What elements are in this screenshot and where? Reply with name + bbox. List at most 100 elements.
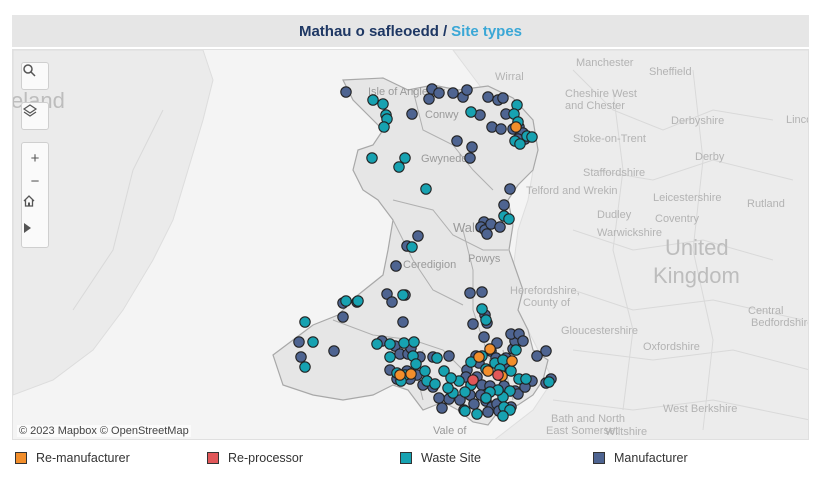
site-marker-waste-site[interactable] (408, 336, 420, 348)
site-marker-waste-site[interactable] (514, 138, 526, 150)
site-marker-waste-site[interactable] (419, 365, 431, 377)
site-marker-manufacturer[interactable] (464, 287, 476, 299)
expand-button[interactable] (22, 222, 48, 244)
map-canvas[interactable]: eland Wirral Manchester Sheffield Cheshi… (13, 50, 809, 440)
site-marker-manufacturer[interactable] (423, 93, 435, 105)
site-marker-waste-site[interactable] (299, 316, 311, 328)
legend-item-reprocessor[interactable]: Re-processor (207, 451, 303, 465)
legend-item-remanufacturer[interactable]: Re-manufacturer (15, 451, 130, 465)
site-marker-manufacturer[interactable] (498, 199, 510, 211)
site-marker-waste-site[interactable] (471, 408, 483, 420)
site-marker-manufacturer[interactable] (482, 91, 494, 103)
site-marker-remanufacturer[interactable] (506, 355, 518, 367)
site-marker-waste-site[interactable] (371, 338, 383, 350)
site-marker-manufacturer[interactable] (464, 152, 476, 164)
site-marker-remanufacturer[interactable] (394, 369, 406, 381)
site-marker-waste-site[interactable] (410, 358, 422, 370)
site-marker-manufacturer[interactable] (468, 398, 480, 410)
site-marker-waste-site[interactable] (367, 94, 379, 106)
site-marker-waste-site[interactable] (543, 376, 555, 388)
site-marker-waste-site[interactable] (397, 289, 409, 301)
site-marker-manufacturer[interactable] (328, 345, 340, 357)
site-marker-manufacturer[interactable] (337, 311, 349, 323)
site-marker-waste-site[interactable] (406, 241, 418, 253)
site-marker-manufacturer[interactable] (517, 335, 529, 347)
site-marker-manufacturer[interactable] (406, 108, 418, 120)
site-marker-manufacturer[interactable] (495, 123, 507, 135)
site-marker-reprocessor[interactable] (492, 369, 504, 381)
site-marker-manufacturer[interactable] (497, 92, 509, 104)
legend-swatch (400, 452, 412, 464)
site-marker-manufacturer[interactable] (467, 318, 479, 330)
site-marker-manufacturer[interactable] (540, 345, 552, 357)
site-marker-manufacturer[interactable] (386, 296, 398, 308)
site-markers[interactable] (293, 83, 557, 422)
site-marker-remanufacturer[interactable] (482, 365, 494, 377)
site-marker-waste-site[interactable] (393, 161, 405, 173)
site-marker-manufacturer[interactable] (451, 135, 463, 147)
site-marker-remanufacturer[interactable] (484, 343, 496, 355)
site-marker-manufacturer[interactable] (390, 260, 402, 272)
site-marker-manufacturer[interactable] (494, 221, 506, 233)
site-marker-manufacturer[interactable] (504, 183, 516, 195)
site-marker-waste-site[interactable] (526, 131, 538, 143)
site-marker-remanufacturer[interactable] (473, 351, 485, 363)
site-marker-waste-site[interactable] (445, 372, 457, 384)
legend-item-waste-site[interactable]: Waste Site (400, 451, 481, 465)
site-marker-waste-site[interactable] (299, 361, 311, 373)
site-marker-manufacturer[interactable] (293, 336, 305, 348)
site-marker-waste-site[interactable] (340, 295, 352, 307)
site-marker-waste-site[interactable] (520, 373, 532, 385)
site-marker-waste-site[interactable] (377, 98, 389, 110)
site-marker-waste-site[interactable] (480, 392, 492, 404)
site-marker-waste-site[interactable] (366, 152, 378, 164)
site-marker-remanufacturer[interactable] (405, 368, 417, 380)
legend-item-manufacturer[interactable]: Manufacturer (593, 451, 688, 465)
site-marker-waste-site[interactable] (459, 386, 471, 398)
site-marker-manufacturer[interactable] (478, 331, 490, 343)
site-marker-manufacturer[interactable] (295, 351, 307, 363)
zoom-in-button[interactable]: + (30, 149, 40, 167)
home-button[interactable] (22, 194, 48, 216)
site-marker-waste-site[interactable] (399, 152, 411, 164)
site-marker-waste-site[interactable] (497, 410, 509, 422)
site-marker-waste-site[interactable] (384, 338, 396, 350)
map-attribution[interactable]: © 2023 Mapbox © OpenStreetMap (17, 425, 191, 437)
site-marker-waste-site[interactable] (378, 121, 390, 133)
site-marker-waste-site[interactable] (476, 303, 488, 315)
site-marker-manufacturer[interactable] (482, 406, 494, 418)
site-marker-manufacturer[interactable] (461, 84, 473, 96)
site-marker-waste-site[interactable] (510, 344, 522, 356)
site-marker-waste-site[interactable] (503, 213, 515, 225)
site-marker-waste-site[interactable] (420, 183, 432, 195)
site-marker-manufacturer[interactable] (531, 350, 543, 362)
zoom-out-button[interactable]: − (30, 172, 40, 190)
site-marker-waste-site[interactable] (431, 352, 443, 364)
site-marker-manufacturer[interactable] (397, 316, 409, 328)
site-marker-waste-site[interactable] (352, 295, 364, 307)
site-marker-manufacturer[interactable] (481, 228, 493, 240)
site-marker-waste-site[interactable] (459, 405, 471, 417)
site-marker-manufacturer[interactable] (433, 392, 445, 404)
site-marker-waste-site[interactable] (307, 336, 319, 348)
layers-button[interactable] (21, 102, 49, 130)
site-marker-waste-site[interactable] (384, 351, 396, 363)
site-marker-reprocessor[interactable] (467, 374, 479, 386)
site-marker-manufacturer[interactable] (447, 87, 459, 99)
search-button[interactable] (21, 62, 49, 90)
site-marker-manufacturer[interactable] (340, 86, 352, 98)
site-marker-manufacturer[interactable] (412, 230, 424, 242)
site-marker-waste-site[interactable] (398, 337, 410, 349)
site-marker-manufacturer[interactable] (436, 402, 448, 414)
site-marker-waste-site[interactable] (465, 106, 477, 118)
map-view[interactable]: eland Wirral Manchester Sheffield Cheshi… (12, 49, 809, 440)
site-marker-remanufacturer[interactable] (510, 121, 522, 133)
site-marker-waste-site[interactable] (429, 378, 441, 390)
site-marker-waste-site[interactable] (442, 382, 454, 394)
site-marker-waste-site[interactable] (438, 365, 450, 377)
site-marker-manufacturer[interactable] (476, 286, 488, 298)
site-marker-waste-site[interactable] (480, 314, 492, 326)
site-marker-manufacturer[interactable] (433, 87, 445, 99)
site-marker-manufacturer[interactable] (466, 141, 478, 153)
site-marker-manufacturer[interactable] (443, 350, 455, 362)
